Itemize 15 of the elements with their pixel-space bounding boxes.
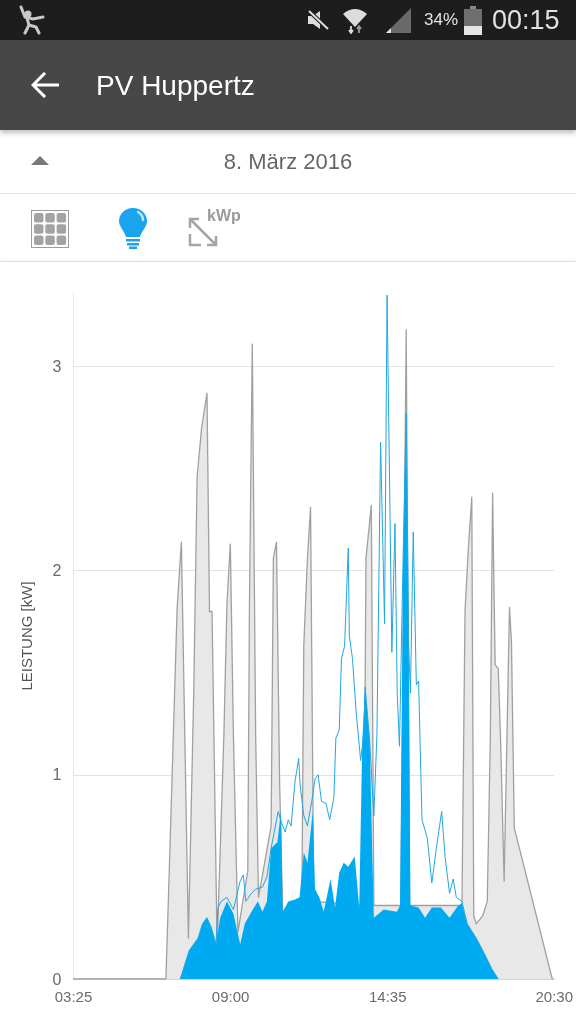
y-tick-label: 2 — [52, 562, 62, 580]
x-tick-label: 09:00 — [211, 988, 250, 1005]
x-tick-label: 14:35 — [368, 988, 407, 1005]
y-tick-label: 1 — [52, 766, 62, 784]
text: kWp — [207, 206, 241, 226]
x-tick-label: 20:30 — [535, 988, 574, 1005]
chart-title: PV Huppertz — [96, 69, 255, 103]
line-series — [179, 294, 499, 980]
x-tick-label: 03:25 — [54, 988, 93, 1005]
y-axis-title: LEISTUNG [kW] — [17, 581, 35, 691]
y-tick-label: 3 — [52, 358, 62, 375]
text: 34% — [424, 9, 459, 31]
y-tick-label: 0 — [52, 970, 62, 988]
text: 00:15 — [492, 4, 560, 37]
chart-subtitle: 8. März 2016 — [222, 148, 354, 176]
